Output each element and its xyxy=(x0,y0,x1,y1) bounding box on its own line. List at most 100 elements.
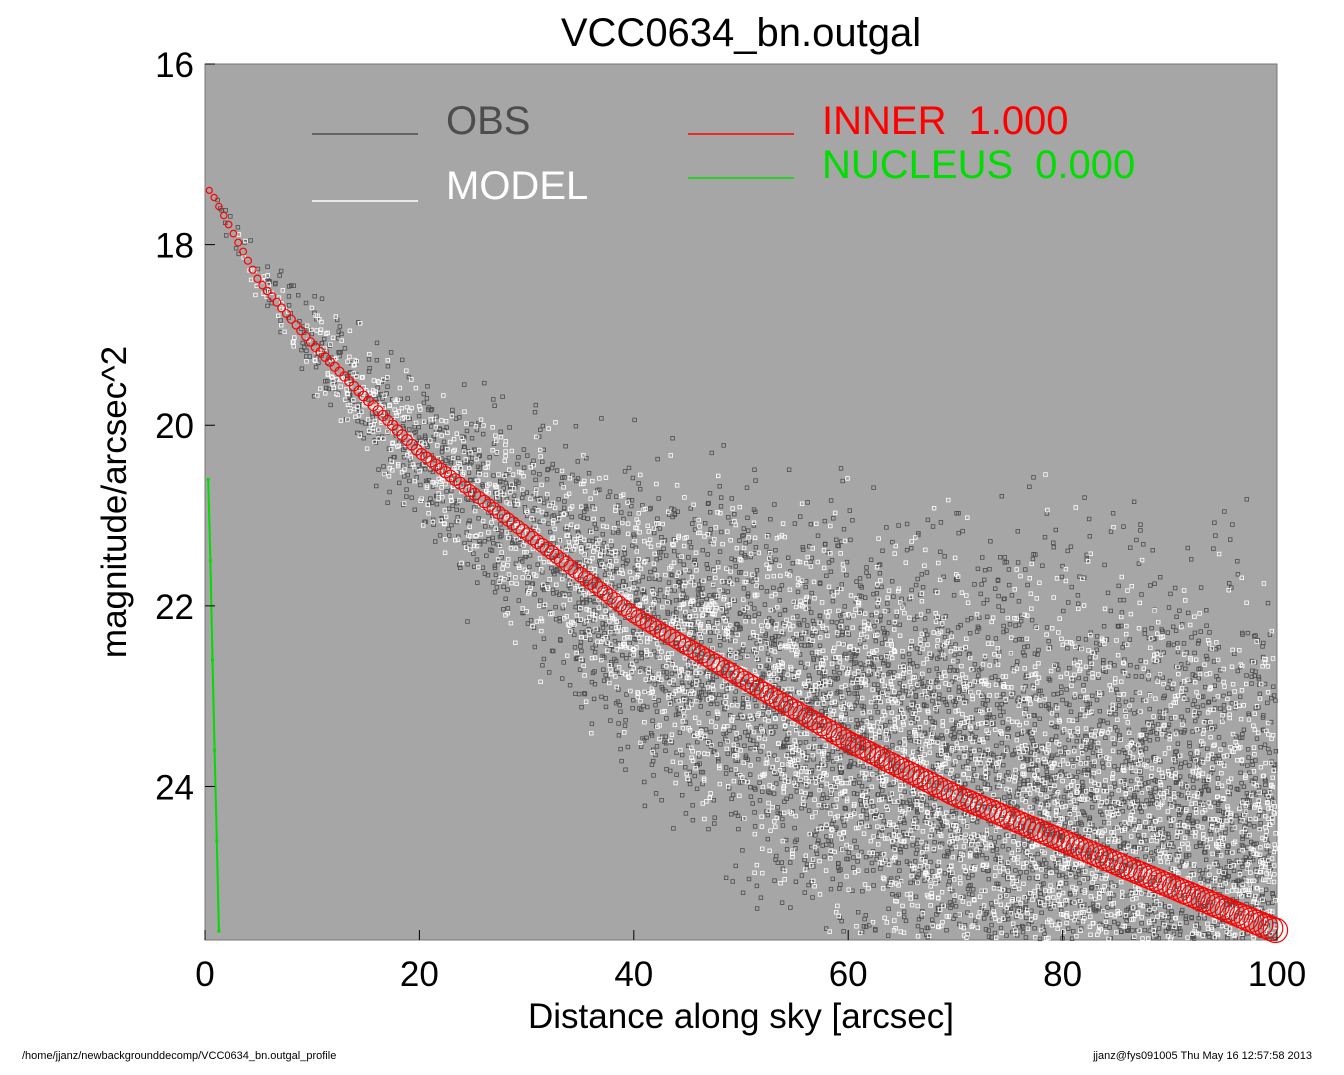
obs-point xyxy=(1273,749,1279,754)
obs-point xyxy=(1002,555,1007,560)
obs-point xyxy=(1013,638,1018,643)
obs-point xyxy=(613,658,619,664)
obs-point xyxy=(650,718,655,723)
obs-point xyxy=(580,596,585,601)
obs-point xyxy=(991,715,997,720)
obs-point xyxy=(920,585,926,590)
obs-point xyxy=(615,503,621,508)
obs-point xyxy=(855,791,860,797)
obs-point xyxy=(1033,693,1038,699)
obs-point xyxy=(903,918,909,923)
obs-point xyxy=(982,781,988,786)
obs-point xyxy=(1178,774,1183,779)
obs-point xyxy=(1108,608,1113,614)
obs-point xyxy=(924,570,930,575)
obs-point xyxy=(708,729,713,735)
obs-point xyxy=(1071,929,1076,934)
obs-point xyxy=(624,692,629,697)
obs-point xyxy=(1171,931,1177,937)
obs-point xyxy=(806,808,812,813)
obs-point xyxy=(1168,823,1174,828)
obs-point xyxy=(385,363,391,369)
obs-point xyxy=(742,743,747,748)
obs-point xyxy=(265,303,270,309)
obs-point xyxy=(1196,638,1201,644)
obs-point xyxy=(1132,844,1137,850)
obs-point xyxy=(792,600,797,605)
obs-point xyxy=(915,576,920,582)
obs-point xyxy=(616,583,622,588)
obs-point xyxy=(621,516,626,522)
obs-point xyxy=(428,424,434,429)
obs-point xyxy=(1222,509,1227,514)
obs-point xyxy=(1090,693,1095,698)
obs-point xyxy=(639,655,644,661)
obs-point xyxy=(834,620,839,625)
obs-point xyxy=(674,698,679,703)
obs-point xyxy=(1087,818,1092,824)
obs-point xyxy=(764,544,769,549)
obs-point xyxy=(1150,729,1155,734)
obs-point xyxy=(1002,795,1007,800)
obs-point xyxy=(1131,499,1137,504)
obs-point xyxy=(817,643,823,648)
obs-point xyxy=(1075,593,1081,598)
obs-point xyxy=(1246,793,1251,799)
obs-point xyxy=(721,443,726,448)
obs-point xyxy=(1017,925,1022,930)
obs-point xyxy=(998,555,1003,560)
obs-point xyxy=(1210,924,1215,929)
obs-point xyxy=(1265,700,1270,706)
obs-point xyxy=(828,886,834,892)
obs-point xyxy=(806,606,811,611)
obs-point xyxy=(981,867,986,872)
obs-point xyxy=(1001,623,1006,629)
obs-point xyxy=(1214,759,1219,764)
obs-point xyxy=(753,478,758,483)
obs-point xyxy=(1032,797,1037,803)
obs-point xyxy=(476,420,481,426)
obs-point xyxy=(1005,861,1010,866)
obs-point xyxy=(591,629,596,635)
obs-point xyxy=(718,504,724,509)
obs-point xyxy=(385,384,390,389)
obs-point xyxy=(890,539,895,545)
obs-point xyxy=(1158,575,1163,580)
obs-point xyxy=(1183,666,1188,671)
obs-point xyxy=(1245,763,1250,768)
obs-point xyxy=(1108,529,1114,534)
obs-point xyxy=(863,805,869,811)
obs-point xyxy=(944,702,950,707)
obs-point xyxy=(1200,871,1205,876)
obs-point xyxy=(999,740,1004,746)
obs-point xyxy=(1201,877,1206,882)
obs-point xyxy=(1023,567,1028,572)
obs-point xyxy=(277,273,282,278)
obs-point xyxy=(1048,906,1053,911)
obs-point xyxy=(752,606,757,611)
obs-point xyxy=(786,467,792,472)
obs-point xyxy=(1107,795,1112,800)
obs-point xyxy=(1067,702,1072,708)
obs-point xyxy=(1180,622,1185,627)
obs-point xyxy=(842,805,847,811)
obs-point xyxy=(757,798,763,803)
obs-point xyxy=(721,637,727,642)
obs-point xyxy=(1194,844,1199,849)
obs-point xyxy=(979,582,984,587)
obs-point xyxy=(1216,645,1221,650)
obs-point xyxy=(547,670,552,675)
obs-point xyxy=(972,662,978,667)
obs-point xyxy=(662,594,667,599)
obs-point xyxy=(657,577,662,582)
obs-point xyxy=(1235,572,1241,577)
obs-point xyxy=(842,604,847,609)
obs-point xyxy=(1175,649,1181,655)
obs-point xyxy=(810,895,815,900)
obs-point xyxy=(1255,638,1260,643)
obs-point xyxy=(913,894,919,899)
obs-point xyxy=(508,483,513,488)
obs-point xyxy=(980,852,985,858)
obs-point xyxy=(990,763,995,769)
obs-point xyxy=(964,823,969,828)
